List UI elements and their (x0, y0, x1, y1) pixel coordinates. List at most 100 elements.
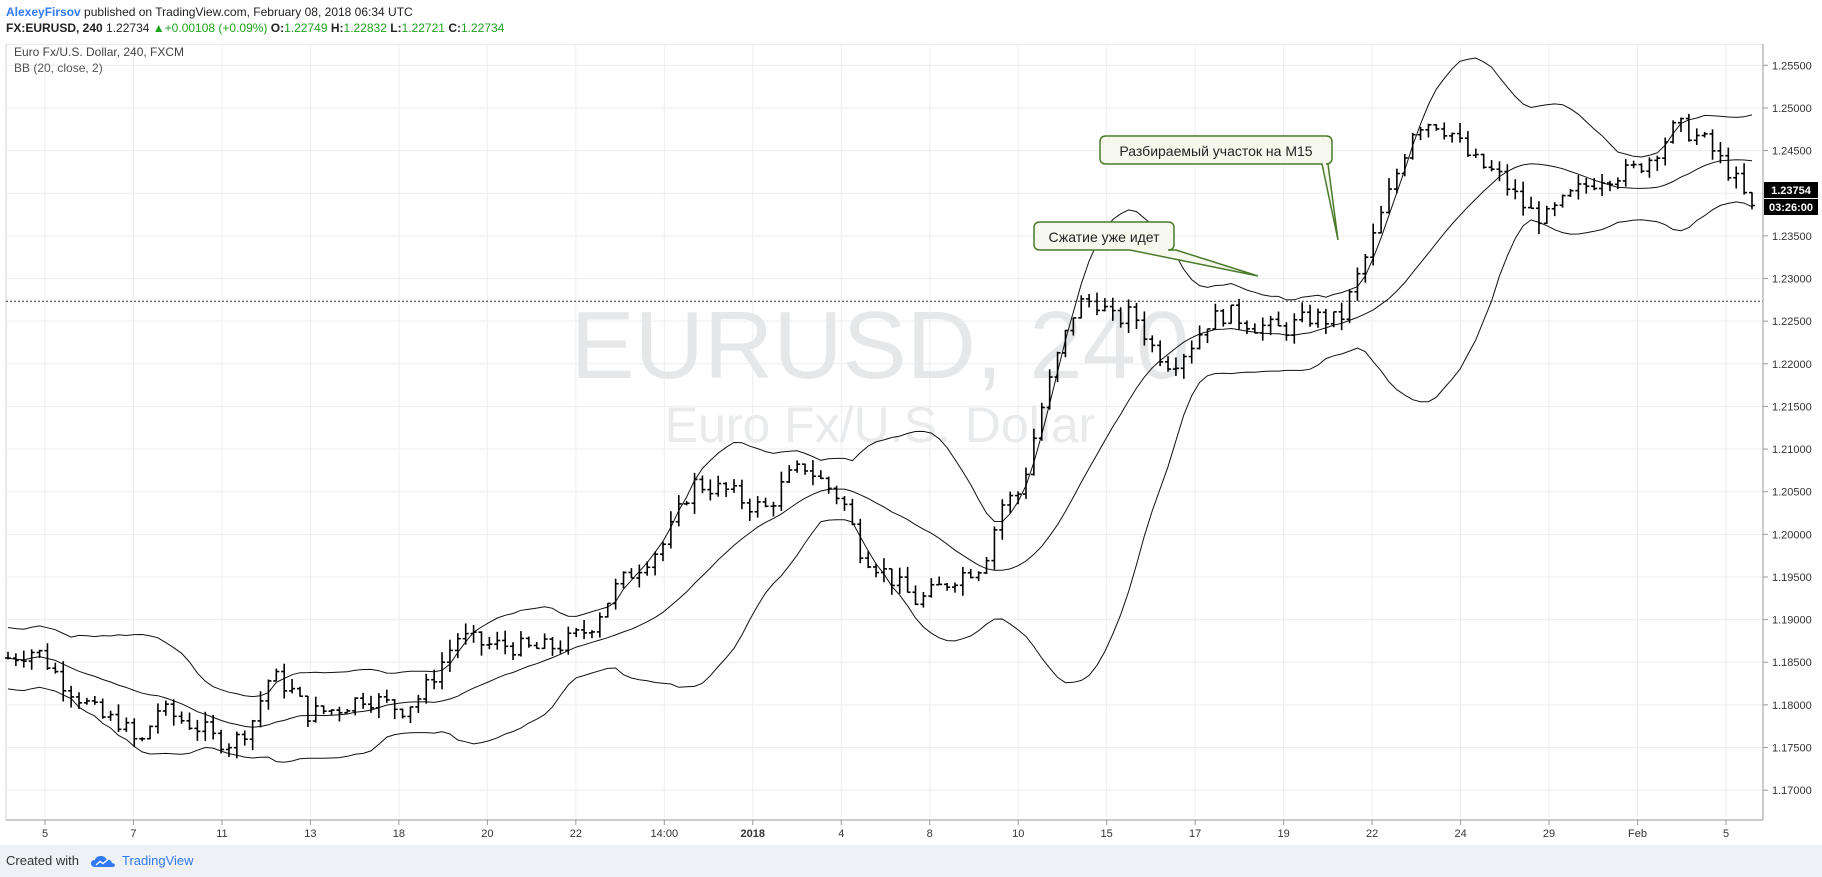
ohlc-bar (257, 691, 264, 728)
y-tick-label: 1.25500 (1772, 60, 1812, 72)
ohlc-bar (178, 711, 185, 724)
ohlc-bar (1322, 308, 1329, 335)
callout-m15[interactable]: Разбираемый участок на M15 (1099, 135, 1339, 241)
ohlc-bar (44, 643, 51, 670)
price-axis[interactable]: 1.17000 1.17500 1.18000 1.18500 1.19000 1.195… (1762, 44, 1812, 820)
ohlc-bar (1709, 129, 1716, 160)
ohlc-bar (1583, 178, 1590, 194)
ohlc-bar (1101, 298, 1108, 312)
x-tick-label: 7 (130, 828, 136, 840)
ohlc-bar (154, 703, 161, 734)
ohlc-bar (296, 686, 303, 698)
ohlc-bar (344, 709, 351, 714)
ohlc-bar (746, 498, 753, 521)
ohlc-bar (770, 501, 777, 517)
x-tick-label: 19 (1278, 828, 1290, 840)
ohlc-bar (1046, 369, 1053, 410)
ohlc-bar (636, 564, 643, 588)
author-link[interactable]: AlexeyFirsov (6, 5, 81, 19)
ohlc-bar (967, 568, 974, 579)
ohlc-bar (888, 568, 895, 595)
ohlc-bar (620, 571, 627, 589)
y-tick-label: 1.21000 (1772, 444, 1812, 456)
ohlc-bar (5, 651, 11, 660)
ohlc-bar (439, 652, 446, 690)
x-tick-label: 8 (927, 828, 933, 840)
ohlc-bar (1338, 302, 1345, 331)
ohlc-bar (1670, 120, 1677, 144)
close-key: C: (448, 21, 461, 35)
ohlc-bar (896, 567, 903, 594)
ohlc-bar (778, 471, 785, 511)
ohlc-bar (1472, 148, 1479, 159)
ohlc-bar (1133, 302, 1140, 330)
ohlc-bar (1141, 311, 1148, 346)
ohlc-bar (628, 568, 635, 579)
ohlc-bar (857, 518, 864, 564)
ohlc-bar (1117, 307, 1124, 328)
callout-compression[interactable]: Сжатие уже идет (1033, 221, 1259, 277)
ohlc-bar (68, 685, 75, 708)
ohlc-bar (1725, 147, 1732, 181)
ohlc-bar (1385, 178, 1392, 214)
ohlc-bar (794, 460, 801, 473)
ohlc-bar (612, 578, 619, 610)
ohlc-bar (462, 623, 469, 645)
ohlc-bar (802, 463, 809, 475)
x-tick-label: 11 (216, 828, 227, 840)
price-chart[interactable]: EURUSD, 240 Euro Fx/U.S. Dollar 1.170001… (0, 44, 1822, 845)
ohlc-bar (52, 662, 59, 674)
ohlc-bar (1109, 297, 1116, 321)
ohlc-bar (446, 639, 453, 673)
ohlc-bar (1433, 124, 1440, 131)
tradingview-link[interactable]: TradingView (122, 853, 194, 868)
legend-title: Euro Fx/U.S. Dollar, 240, FXCM (14, 45, 184, 59)
ohlc-bar (218, 729, 225, 754)
low-key: L: (390, 21, 402, 35)
ohlc-bar (273, 668, 280, 682)
ohlc-bar (1701, 132, 1708, 138)
ohlc-bar (951, 582, 958, 593)
ohlc-bar (1378, 205, 1385, 234)
ohlc-bar (1409, 132, 1416, 160)
ohlc-bar (604, 602, 611, 618)
last-price: 1.22734 (106, 21, 150, 35)
ohlc-bar (1733, 166, 1740, 189)
ohlc-bar (407, 706, 414, 724)
ohlc-bar (454, 633, 461, 659)
y-tick-label: 1.20000 (1772, 529, 1812, 541)
ohlc-bar (1015, 491, 1022, 505)
ohlc-bar (675, 494, 682, 527)
ohlc-bar (1614, 177, 1621, 190)
ohlc-bar (147, 725, 154, 740)
ohlc-bar (549, 637, 556, 656)
y-tick-label: 1.25000 (1772, 103, 1812, 115)
ohlc-bar (1062, 329, 1069, 358)
ohlc-bar (1370, 223, 1377, 266)
bollinger-bands (7, 57, 1753, 763)
ohlc-bar (1267, 315, 1274, 336)
ohlc-bar (975, 571, 982, 582)
ohlc-bar (28, 649, 35, 670)
ohlc-bar (1559, 194, 1566, 208)
ohlc-bar (1078, 295, 1085, 319)
ohlc-bar (715, 475, 722, 497)
countdown-tag-bg (1764, 199, 1818, 215)
ohlc-bar (1496, 161, 1503, 182)
time-axis[interactable]: 5 7 11 13 18 20 22 14:00 2018 4 8 10 15 17 19 22 24 29 Feb… (6, 819, 1763, 840)
y-tick-label: 1.23500 (1772, 231, 1812, 243)
ohlc-bar (1575, 175, 1582, 200)
ohlc-bar (91, 696, 98, 705)
ohlc-bar (76, 692, 83, 709)
ohlc-bar (233, 731, 240, 759)
ohlc-bar (1291, 313, 1298, 344)
callout-m15-text: Разбираемый участок на M15 (1119, 143, 1312, 159)
ohlc-bar (399, 708, 406, 719)
callout-compression-text: Сжатие уже идет (1048, 229, 1160, 245)
ohlc-bar (809, 460, 816, 486)
ohlc-bar (762, 497, 769, 508)
ohlc-bar (1606, 180, 1613, 192)
ohlc-bar (1749, 191, 1755, 210)
ohlc-bar (289, 678, 296, 694)
plot-frame (5, 44, 1764, 821)
